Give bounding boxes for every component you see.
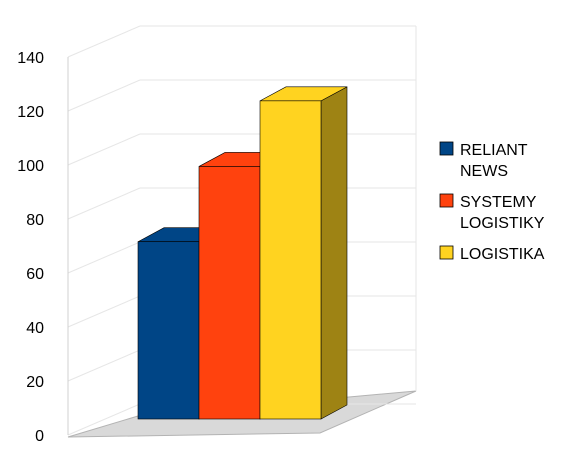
gridline-slant: [67, 349, 141, 382]
gridline-slant: [67, 133, 141, 166]
gridline-slant: [67, 187, 141, 220]
bar-3: [259, 86, 348, 420]
legend-label: RELIANT: [460, 142, 528, 159]
y-tick-label: 120: [17, 104, 44, 121]
gridline-slant: [67, 295, 141, 328]
bar-side: [320, 86, 348, 420]
legend-item-2: SYSTEMY LOGISTIKY: [439, 193, 545, 232]
y-tick-label: 100: [17, 158, 44, 175]
bar-front: [137, 241, 200, 420]
legend-label: LOGISTIKA: [460, 246, 545, 263]
legend-swatch: [439, 245, 454, 260]
bar-front: [198, 166, 261, 420]
y-tick-label: 20: [26, 374, 44, 391]
bars: [137, 86, 348, 420]
gridline-slant: [67, 241, 141, 274]
y-axis-ticks: 0 20 40 60 80 100 120 140: [17, 50, 44, 445]
y-tick-label: 40: [26, 320, 44, 337]
y-tick-label: 60: [26, 266, 44, 283]
legend-swatch: [439, 141, 454, 156]
bar-front: [259, 100, 322, 420]
legend-item-1: RELIANT NEWS: [439, 141, 528, 180]
gridline-slant: [67, 25, 141, 58]
gridline-slant: [67, 403, 141, 436]
legend-item-3: LOGISTIKA: [439, 245, 545, 263]
y-tick-label: 0: [35, 428, 44, 445]
y-tick-label: 80: [26, 212, 44, 229]
legend-swatch: [439, 193, 454, 208]
legend-label: SYSTEMY: [460, 194, 537, 211]
legend-label: NEWS: [460, 163, 508, 180]
y-tick-label: 140: [17, 50, 44, 67]
legend: RELIANT NEWS SYSTEMY LOGISTIKY LOGISTIKA: [439, 141, 545, 263]
legend-label: LOGISTIKY: [460, 215, 545, 232]
gridline-slant: [67, 79, 141, 112]
